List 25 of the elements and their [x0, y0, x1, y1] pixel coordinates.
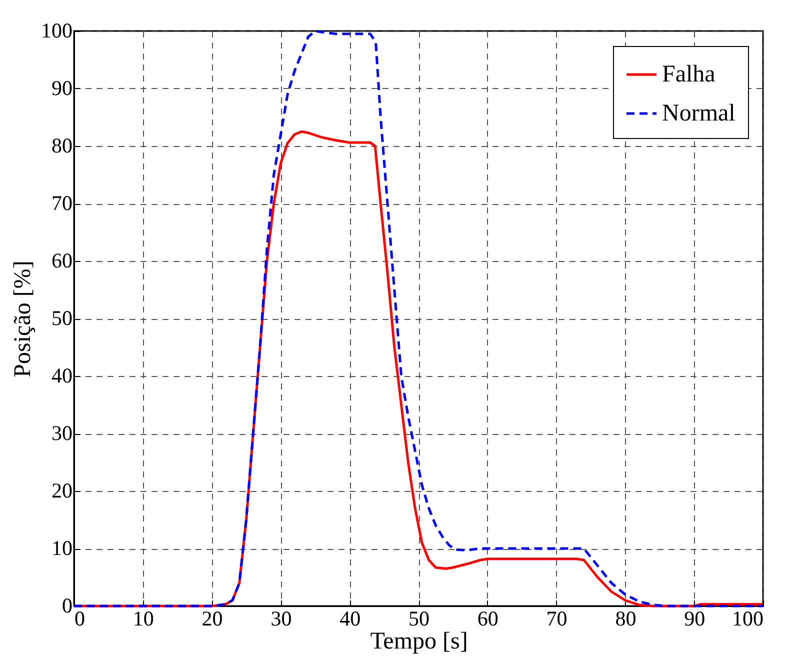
- y-tick-label: 70: [52, 191, 72, 215]
- line-series: [72, 30, 764, 608]
- x-tick-label: 40: [340, 606, 361, 630]
- x-tick-label: 80: [615, 606, 636, 630]
- x-tick-label: 30: [270, 606, 292, 630]
- y-tick-label: 100: [41, 18, 72, 42]
- y-tick-label: 80: [52, 134, 72, 158]
- x-axis-title: Tempo [s]: [370, 628, 468, 654]
- y-tick-label: 20: [52, 478, 72, 502]
- x-tick-label: 20: [202, 606, 223, 630]
- x-tick-label: 100: [732, 606, 764, 630]
- legend-label: Normal: [662, 100, 736, 126]
- y-tick-label: 60: [52, 248, 72, 272]
- x-tick-label: 90: [684, 606, 706, 630]
- y-axis-title: Posição [%]: [10, 260, 36, 378]
- x-tick-label: 50: [408, 606, 430, 630]
- y-tick-label: 40: [52, 364, 72, 388]
- x-tick-label: 70: [546, 606, 568, 630]
- y-tick-label: 30: [52, 421, 72, 445]
- y-tick-label: 90: [52, 76, 72, 100]
- y-tick-label: 50: [52, 306, 72, 330]
- legend-label: Falha: [662, 62, 716, 88]
- y-tick-label: 10: [52, 536, 72, 560]
- x-tick-label: 10: [132, 606, 154, 630]
- x-tick-label: 60: [477, 606, 498, 630]
